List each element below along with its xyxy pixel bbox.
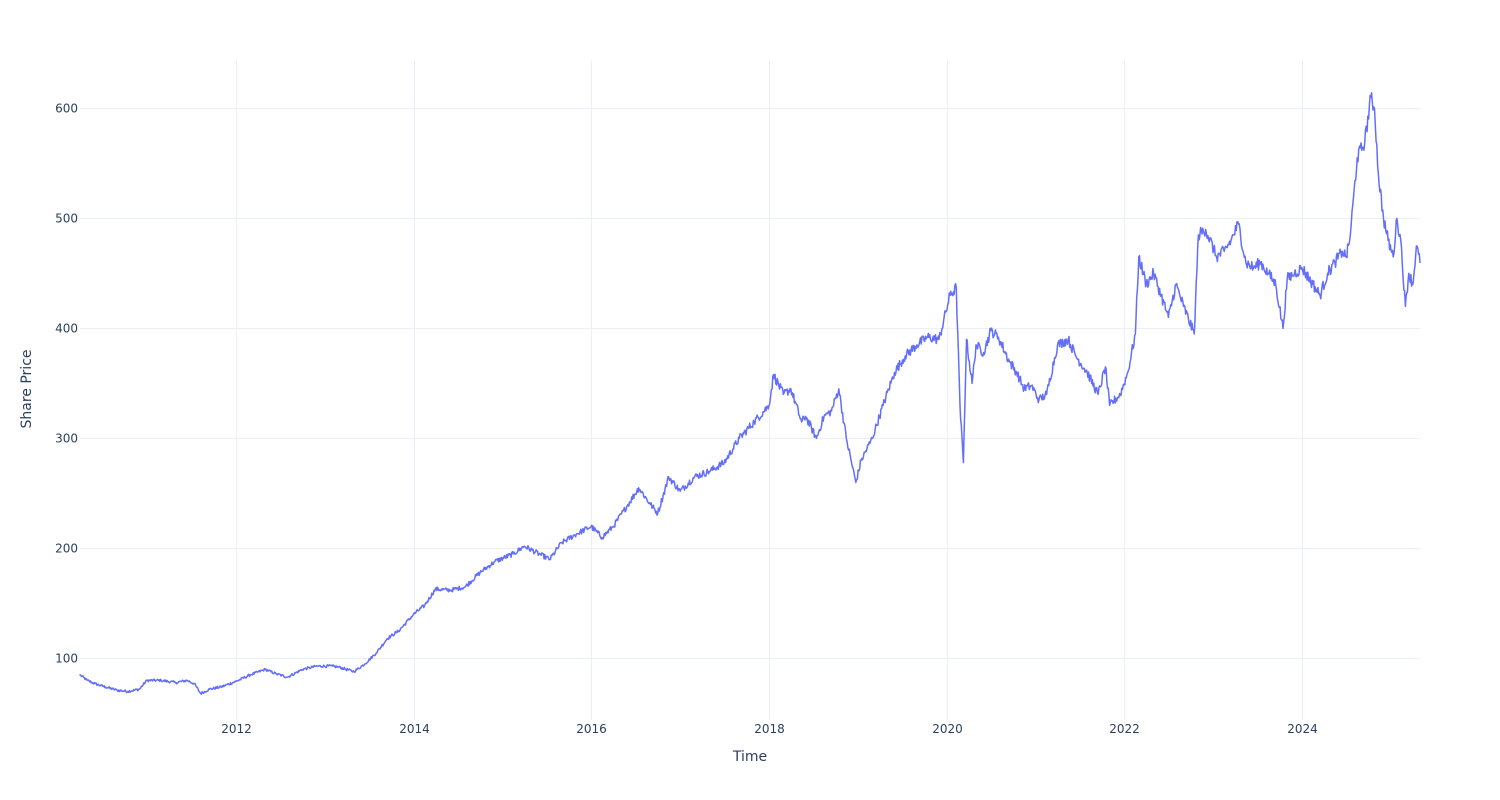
x-tick-label: 2018 [754,722,785,736]
y-tick-label: 300 [55,432,78,446]
x-gridlines [236,60,1303,720]
x-tick-label: 2012 [221,722,252,736]
series-layer [79,92,1421,695]
x-tick-labels: 2012 2014 2016 2018 2020 2022 2024 [221,722,1318,736]
y-tick-label: 600 [55,102,78,116]
y-tick-label: 200 [55,542,78,556]
x-tick-label: 2022 [1109,722,1140,736]
x-tick-label: 2020 [932,722,963,736]
x-tick-label: 2014 [399,722,430,736]
share-price-line [79,92,1421,695]
x-tick-label: 2024 [1287,722,1318,736]
y-tick-label: 500 [55,212,78,226]
y-gridlines [80,108,1420,659]
x-tick-label: 2016 [576,722,607,736]
x-axis-title: Time [732,749,767,765]
y-tick-labels: 100 200 300 400 500 600 [55,102,78,666]
y-tick-label: 100 [55,652,78,666]
y-tick-label: 400 [55,322,78,336]
y-axis-title: Share Price [19,349,35,428]
